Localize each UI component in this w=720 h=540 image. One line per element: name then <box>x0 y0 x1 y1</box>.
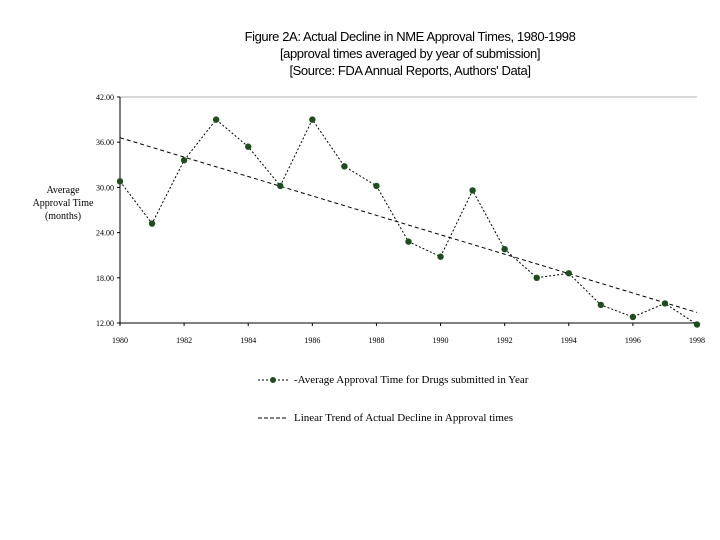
data-point <box>277 182 284 190</box>
x-tick-label: 1988 <box>368 336 384 345</box>
x-tick-label: 1994 <box>561 336 577 345</box>
chart-source: [Source: FDA Annual Reports, Authors' Da… <box>289 63 531 78</box>
chart-title: Figure 2A: Actual Decline in NME Approva… <box>244 29 576 44</box>
y-axis-label-line-3: (months) <box>44 211 82 222</box>
legend-swatch-average <box>258 377 288 383</box>
x-tick-label: 1992 <box>497 336 513 345</box>
data-point <box>180 157 188 164</box>
data-point <box>501 245 508 253</box>
data-point <box>693 321 701 328</box>
x-tick-label: 1990 <box>433 336 449 345</box>
y-tick-label: 36.00 <box>96 138 114 147</box>
data-point <box>116 178 124 185</box>
y-axis-label-line-1: Average <box>46 185 80 196</box>
average-series-line <box>119 118 698 325</box>
y-axis-label-line-2: Approval Time <box>32 198 94 209</box>
data-point <box>405 238 412 245</box>
y-tick-label: 42.00 <box>96 93 114 102</box>
legend-label-average: Average Approval Time for Drugs submitte… <box>297 374 529 386</box>
trend-line <box>119 137 698 313</box>
data-point <box>373 182 380 190</box>
y-tick-label: 12.00 <box>96 319 114 328</box>
x-tick-label: 1986 <box>304 336 320 345</box>
data-point <box>245 143 252 150</box>
y-tick-label: 18.00 <box>96 274 114 283</box>
data-point <box>309 116 316 123</box>
data-point <box>341 163 348 170</box>
data-point <box>148 220 156 227</box>
data-point <box>437 253 444 260</box>
chart-subtitle: [approval times averaged by year of subm… <box>279 46 541 61</box>
x-tick-label: 1980 <box>112 336 128 345</box>
y-axis-label: Average Approval Time (months) <box>28 184 98 223</box>
x-tick-label: 1982 <box>176 336 192 345</box>
x-tick-label: 1984 <box>240 336 256 345</box>
y-tick-label: 24.00 <box>96 229 114 238</box>
chart-title-block: Figure 2A: Actual Decline in NME Approva… <box>120 28 700 79</box>
legend-item-trend: Linear Trend of Actual Decline in Approv… <box>256 412 513 424</box>
data-point <box>469 187 476 194</box>
legend-item-average: - Average Approval Time for Drugs submit… <box>256 374 528 386</box>
x-tick-label: 1996 <box>625 336 641 345</box>
data-point <box>533 274 540 281</box>
y-tick-label: 30.00 <box>96 183 114 192</box>
data-point <box>661 300 669 307</box>
data-point <box>212 116 220 123</box>
data-point <box>629 313 637 321</box>
data-point <box>565 270 572 277</box>
legend-swatch-trend <box>258 417 288 419</box>
legend-label-trend: Linear Trend of Actual Decline in Approv… <box>294 412 514 424</box>
data-point <box>597 301 605 309</box>
x-tick-label: 1998 <box>689 336 705 345</box>
